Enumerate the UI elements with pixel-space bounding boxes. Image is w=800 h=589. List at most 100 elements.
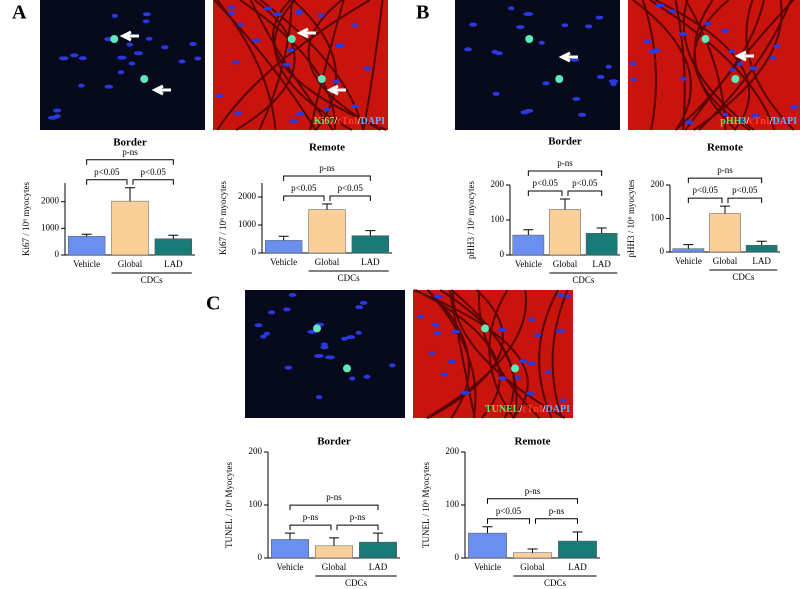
y-tick-label: 2000 — [238, 191, 257, 201]
significance-bracket — [289, 524, 332, 531]
nucleus — [283, 307, 291, 312]
y-tick-label: 100 — [446, 499, 460, 509]
y-tick-label: 2000 — [41, 196, 60, 206]
nucleus — [145, 36, 153, 41]
cell-border — [213, 0, 317, 131]
y-axis-label: pHH3 / 10⁶ myocytes — [466, 181, 476, 259]
significance-label: p<0.05 — [338, 183, 364, 193]
nucleus — [433, 294, 443, 299]
nucleus — [508, 6, 515, 11]
y-tick-label: 1000 — [238, 219, 257, 229]
group-label: CDCs — [544, 578, 567, 588]
cell-border — [448, 289, 476, 419]
significance-bracket — [567, 190, 603, 196]
error-bar — [81, 233, 92, 237]
nucleus — [595, 15, 604, 20]
significance-label: p-ns — [557, 158, 573, 168]
nucleus — [78, 56, 87, 61]
y-tick-label: 100 — [651, 213, 665, 223]
nucleus — [526, 391, 536, 396]
panel-label: B — [416, 2, 429, 24]
y-axis-label: Ki67 / 10⁶ myocytes — [21, 182, 31, 256]
cell-border — [551, 289, 569, 419]
nucleus — [447, 359, 457, 364]
nucleus — [58, 56, 69, 61]
nucleus — [315, 395, 323, 400]
significance-bracket — [727, 197, 763, 204]
cell-border — [413, 289, 529, 419]
image-label: TUNEL/cTnI/DAPI — [485, 404, 570, 415]
nucleus — [769, 55, 777, 60]
nucleus — [355, 305, 364, 310]
nucleus — [608, 79, 619, 84]
positive-nucleus — [511, 364, 519, 373]
cell-border — [239, 0, 337, 131]
positive-nucleus — [287, 35, 296, 43]
significance-bracket — [86, 159, 174, 165]
y-axis-label: pHH3 / 10⁶ myocytes — [626, 179, 636, 257]
nucleus — [317, 13, 325, 18]
cell-border — [641, 0, 658, 131]
positive-nucleus — [525, 35, 534, 43]
image-label-part: / — [357, 116, 361, 127]
positive-nucleus — [481, 324, 489, 333]
nucleus — [389, 363, 396, 368]
significance-label: p-ns — [319, 163, 335, 173]
arrow — [296, 27, 316, 39]
nucleus — [52, 108, 62, 113]
nucleus — [227, 5, 236, 10]
y-tick-label: 200 — [249, 446, 263, 456]
cell-border — [235, 0, 296, 131]
x-tick-label: Vehicle — [270, 257, 297, 267]
nucleus — [655, 3, 665, 8]
y-tick-label: 200 — [446, 446, 460, 456]
positive-nucleus — [701, 35, 710, 43]
nucleus — [561, 23, 569, 28]
nucleus — [721, 28, 730, 33]
bar — [308, 209, 346, 254]
nucleus — [545, 370, 552, 375]
significance-bracket — [687, 177, 763, 184]
nucleus — [78, 83, 85, 88]
nucleus — [736, 118, 747, 123]
nucleus — [605, 64, 612, 69]
nucleus — [527, 361, 537, 366]
nucleus — [572, 96, 581, 101]
nucleus — [533, 333, 542, 338]
x-tick-label: LAD — [592, 259, 611, 269]
x-tick-label: Global — [713, 256, 738, 266]
chart-title: Border — [113, 137, 147, 149]
nucleus — [349, 376, 356, 381]
positive-nucleus — [140, 75, 149, 83]
bar — [68, 236, 106, 256]
nucleus — [142, 12, 151, 17]
error-bar — [278, 235, 289, 241]
image-label: pHH3/cTnI/DAPI — [720, 116, 797, 127]
nucleus — [518, 358, 529, 363]
error-bar — [482, 526, 493, 534]
cell-border — [674, 0, 686, 131]
x-tick-label: Global — [322, 562, 347, 572]
bar — [672, 248, 705, 253]
y-axis-label: Ki67 / 10⁶ myocytes — [218, 181, 228, 255]
bar — [468, 532, 507, 559]
image-label-part: TUNEL — [485, 404, 520, 415]
positive-nucleus — [110, 35, 119, 43]
nucleus — [359, 300, 368, 305]
x-tick-label: LAD — [361, 257, 380, 267]
micrograph — [40, 0, 205, 130]
panel-label: A — [12, 2, 27, 24]
y-tick-label: 0 — [258, 552, 263, 562]
significance-label: p<0.05 — [291, 183, 317, 193]
error-bar — [560, 198, 570, 210]
cell-border — [309, 0, 345, 131]
x-tick-label: Vehicle — [277, 562, 304, 572]
nucleus — [335, 43, 345, 48]
nucleus — [104, 84, 114, 89]
error-bar — [572, 531, 583, 542]
bar — [154, 238, 193, 256]
y-tick-label: 0 — [455, 552, 460, 562]
chart-title: Border — [317, 436, 351, 448]
nucleus — [178, 59, 186, 64]
